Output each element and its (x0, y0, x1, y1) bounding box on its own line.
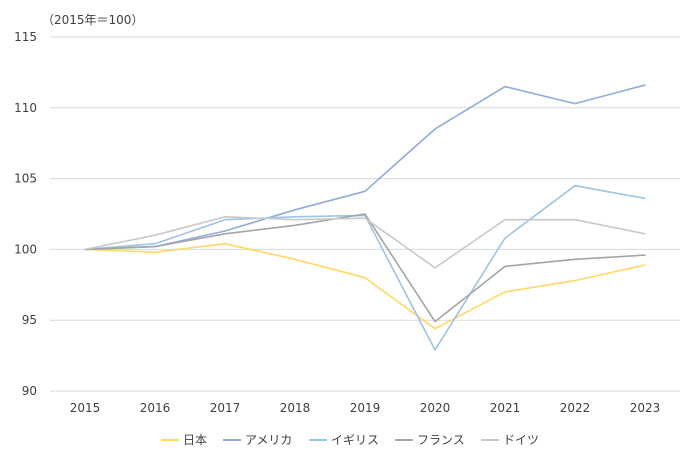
series-line-1 (84, 84, 646, 251)
legend-item: ドイツ (481, 433, 539, 447)
x-tick-label: 2022 (560, 401, 591, 415)
x-axis-ticks: 2015 2016 2017 2018 2019 2020 2021 2022 2023 (70, 401, 661, 415)
x-tick-label: 2021 (490, 401, 521, 415)
x-tick-label: 2020 (420, 401, 451, 415)
y-tick-label: 110 (14, 101, 37, 115)
legend-label: ドイツ (503, 433, 539, 447)
y-tick-label: 105 (14, 172, 37, 186)
legend-label: 日本 (183, 433, 207, 447)
y-tick-label: 90 (22, 384, 37, 398)
series-line-0 (84, 242, 646, 330)
legend-item: アメリカ (223, 433, 292, 447)
series-line-3 (84, 213, 646, 323)
x-tick-label: 2015 (70, 401, 101, 415)
gridlines (50, 36, 680, 392)
unit-label: （2015年＝100） (42, 13, 143, 27)
legend-label: アメリカ (245, 433, 292, 447)
x-tick-label: 2017 (210, 401, 241, 415)
legend-label: フランス (417, 433, 465, 447)
y-tick-label: 95 (22, 313, 37, 327)
legend-item: 日本 (161, 433, 207, 447)
x-tick-label: 2018 (280, 401, 311, 415)
y-axis-ticks: 90 95 100 105 110 115 (14, 30, 37, 398)
y-tick-label: 100 (14, 242, 37, 256)
x-tick-label: 2019 (350, 401, 381, 415)
series-line-2 (84, 184, 646, 351)
legend-label: イギリス (331, 433, 379, 447)
legend: 日本 アメリカ イギリス フランス ドイツ (161, 433, 539, 447)
x-tick-label: 2016 (140, 401, 171, 415)
legend-item: フランス (395, 433, 465, 447)
series-line-4 (84, 216, 646, 269)
x-tick-label: 2023 (630, 401, 661, 415)
series-lines (84, 84, 646, 351)
y-tick-label: 115 (14, 30, 37, 44)
legend-item: イギリス (309, 433, 379, 447)
